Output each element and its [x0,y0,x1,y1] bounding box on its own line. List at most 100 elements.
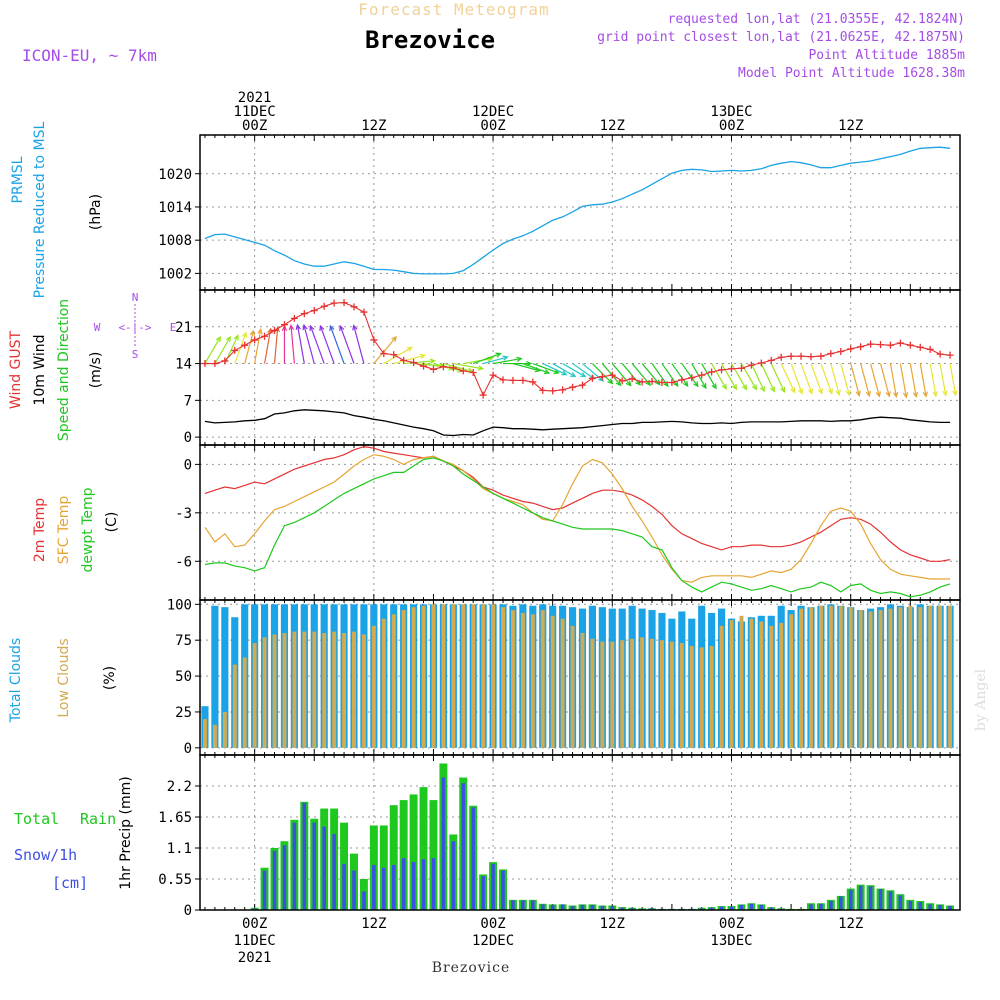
low-clouds-bar [481,604,486,748]
low-clouds-bar [809,607,813,748]
gust-marker [926,345,934,353]
wind-direction-arrow [671,363,689,387]
wind-arrow-head [225,335,231,343]
gust-marker [817,352,825,360]
gust-marker [290,314,298,322]
low-clouds-bar [918,607,923,748]
wind-direction-arrow [870,363,880,397]
compass-arrow: <-|-> [118,321,151,334]
wind-arrow-head [835,389,841,397]
precip-label-cm: [cm] [52,874,88,892]
gust-marker [906,341,914,349]
gust-marker [777,353,785,361]
wind-direction-arrow [572,363,595,380]
snow-bar [878,889,883,910]
time-label-top: 00Z [719,118,744,134]
panel-unit: (C) [104,512,120,533]
low-clouds-bar [878,610,883,748]
snow-bar [352,870,356,910]
gust-marker [439,363,447,371]
panels: 1002 1008 1014 1020 PRMSL Pressure Reduced to… [8,121,961,919]
low-clouds-bar [322,633,327,748]
panel-label: SFC Temp [56,496,72,565]
low-clouds-bar [650,638,654,748]
time-label-bottom: 13DEC [710,933,752,949]
gust-marker [916,343,924,351]
snow-bar [868,886,873,910]
snow-bar [332,833,336,910]
snow-bar [411,862,416,910]
wind-arrow-head [249,329,255,337]
low-clouds-bar [600,641,605,748]
low-clouds-bar [719,625,724,748]
snow-bar [292,822,297,910]
wind-direction-arrow [522,362,550,374]
wind-direction-arrow [244,330,255,364]
wind-arrow-head [339,324,345,331]
low-clouds-bar [709,645,714,748]
y-tick-label: 1.1 [167,841,192,857]
wind-direction-arrow [562,363,586,378]
y-tick-label: 25 [175,705,192,721]
gust-marker [827,350,835,358]
gust-marker [757,359,765,367]
wind-direction-arrow [730,363,747,390]
low-clouds-bar [401,610,406,748]
wind-arrow-head [912,391,919,399]
snow-bar [491,863,495,910]
precip-label-snow: Snow/1h [14,846,77,864]
wind-arrow-head [701,382,707,390]
wind-arrow-head [215,335,221,343]
wind-direction-arrow [214,336,231,364]
wind-arrow-head [257,328,263,335]
snow-bar [302,802,307,910]
wind-arrow-head [892,391,899,399]
y-tick-label: 0 [184,903,192,919]
location-title: Brezovice [365,26,495,54]
wind-direction-arrow [929,363,937,397]
low-clouds-bar [381,618,386,748]
y-tick-label: 2.2 [167,779,192,795]
snow-bar [322,826,326,910]
low-clouds-bar [908,605,913,748]
time-label-bottom: 2021 [238,950,272,966]
wind-arrow-head [865,390,871,398]
compass-w: W [94,321,101,334]
low-clouds-bar [203,719,207,748]
panel-label: Wind GUST [8,330,24,409]
gust-marker [469,368,477,376]
snow-bar [769,907,774,910]
wind-arrow-head [625,380,632,387]
panel-2: 0 7 14 21 Wind GUST 10m Wind Speed and Directi… [8,290,960,446]
gust-marker [797,352,805,360]
snow-bar [809,904,813,910]
wind-direction-arrow [463,357,493,365]
wind-direction-arrow [621,363,641,386]
rain-bar [419,787,428,910]
wind-arrow-head [673,380,679,388]
gust-marker [569,383,577,391]
time-label-bottom: 12Z [600,916,625,932]
low-clouds-bar [530,614,535,748]
low-clouds-bar [441,604,446,748]
low-clouds-bar [501,607,505,748]
low-clouds-bar [938,605,943,748]
wind-direction-arrow [800,363,813,394]
wind-arrow-head [721,383,727,391]
gust-marker [509,376,517,384]
gust-marker [688,374,696,382]
gust-marker [867,340,875,348]
wind-arrow-head [615,380,622,387]
y-tick-label: 21 [175,320,192,336]
y-tick-label: 1002 [158,266,192,282]
wind-direction-arrow [403,360,435,365]
wind-direction-arrow [919,363,927,397]
wind-arrow-head [302,323,308,331]
snow-bar [848,889,853,910]
wind-direction-arrow [840,363,850,396]
low-clouds-bar [640,637,645,748]
gust-marker [320,302,328,310]
